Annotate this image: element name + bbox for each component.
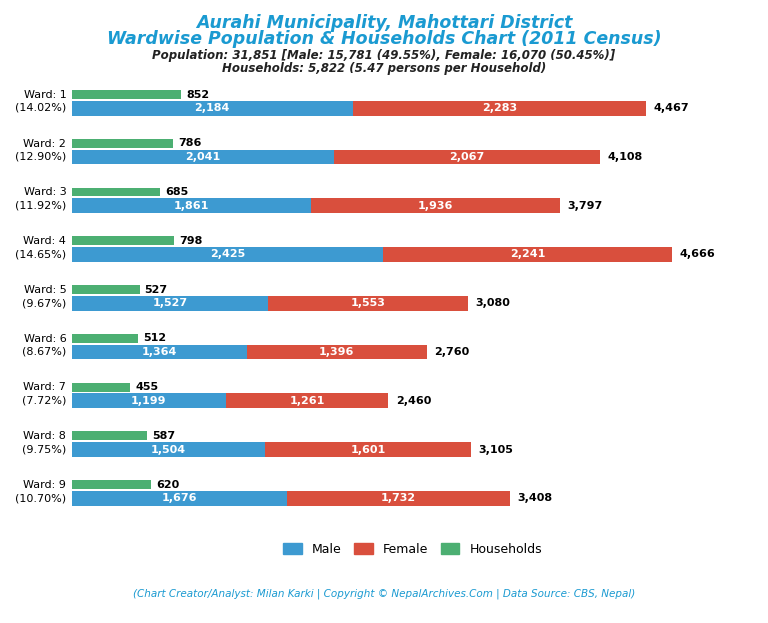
Bar (71, 334, 137, 343)
Text: 2,041: 2,041 (185, 152, 220, 162)
Text: 1,601: 1,601 (350, 445, 386, 455)
Text: 587: 587 (152, 431, 176, 441)
Text: 4,666: 4,666 (679, 249, 715, 260)
Bar (287, 491, 510, 506)
Bar (265, 442, 471, 457)
Bar (353, 101, 646, 115)
Text: 685: 685 (165, 187, 188, 197)
Bar (71, 383, 131, 391)
Text: 1,676: 1,676 (162, 493, 197, 503)
Bar (71, 90, 181, 99)
Bar (268, 296, 468, 310)
Bar (226, 394, 388, 408)
Text: 3,080: 3,080 (475, 298, 510, 308)
Text: 2,283: 2,283 (482, 103, 517, 113)
Text: 1,199: 1,199 (131, 396, 167, 406)
Text: 4,467: 4,467 (654, 103, 689, 113)
Bar (311, 198, 560, 213)
Text: 798: 798 (180, 236, 203, 246)
Text: 2,425: 2,425 (210, 249, 245, 260)
Text: 1,527: 1,527 (152, 298, 187, 308)
Bar (334, 150, 600, 164)
Text: 455: 455 (135, 382, 158, 392)
Text: 1,732: 1,732 (381, 493, 416, 503)
Bar (247, 345, 426, 359)
Bar (71, 442, 265, 457)
Text: 2,184: 2,184 (194, 103, 230, 113)
Bar (71, 198, 311, 213)
Legend: Male, Female, Households: Male, Female, Households (278, 538, 547, 561)
Bar (71, 296, 268, 310)
Text: 786: 786 (178, 138, 201, 148)
Bar (71, 150, 334, 164)
Bar (71, 237, 174, 245)
Text: 2,460: 2,460 (396, 396, 431, 406)
Text: 2,241: 2,241 (510, 249, 545, 260)
Text: 2,760: 2,760 (434, 347, 469, 357)
Text: 4,108: 4,108 (607, 152, 643, 162)
Text: Wardwise Population & Households Chart (2011 Census): Wardwise Population & Households Chart (… (107, 30, 661, 48)
Text: 3,408: 3,408 (518, 493, 553, 503)
Text: 1,936: 1,936 (418, 201, 453, 211)
Text: 1,364: 1,364 (142, 347, 177, 357)
Bar (71, 432, 147, 440)
Text: 1,504: 1,504 (151, 445, 186, 455)
Text: 1,396: 1,396 (319, 347, 355, 357)
Text: 3,105: 3,105 (478, 445, 514, 455)
Text: 1,553: 1,553 (350, 298, 386, 308)
Bar (71, 480, 151, 489)
Text: 852: 852 (187, 90, 210, 100)
Bar (383, 247, 671, 262)
Bar (71, 491, 287, 506)
Text: 527: 527 (144, 285, 167, 295)
Text: Aurahi Municipality, Mahottari District: Aurahi Municipality, Mahottari District (196, 14, 572, 32)
Text: 2,067: 2,067 (449, 152, 485, 162)
Text: 3,797: 3,797 (568, 201, 603, 211)
Bar (71, 247, 383, 262)
Text: 512: 512 (143, 333, 166, 343)
Bar (71, 101, 353, 115)
Bar (71, 139, 173, 148)
Bar (71, 345, 247, 359)
Text: 1,861: 1,861 (174, 201, 209, 211)
Bar (71, 394, 226, 408)
Text: 1,261: 1,261 (290, 396, 325, 406)
Text: Population: 31,851 [Male: 15,781 (49.55%), Female: 16,070 (50.45%)]: Population: 31,851 [Male: 15,781 (49.55%… (152, 49, 616, 62)
Bar (71, 285, 140, 294)
Text: 620: 620 (157, 480, 180, 490)
Text: (Chart Creator/Analyst: Milan Karki | Copyright © NepalArchives.Com | Data Sourc: (Chart Creator/Analyst: Milan Karki | Co… (133, 589, 635, 599)
Bar (71, 188, 160, 196)
Text: Households: 5,822 (5.47 persons per Household): Households: 5,822 (5.47 persons per Hous… (222, 62, 546, 75)
